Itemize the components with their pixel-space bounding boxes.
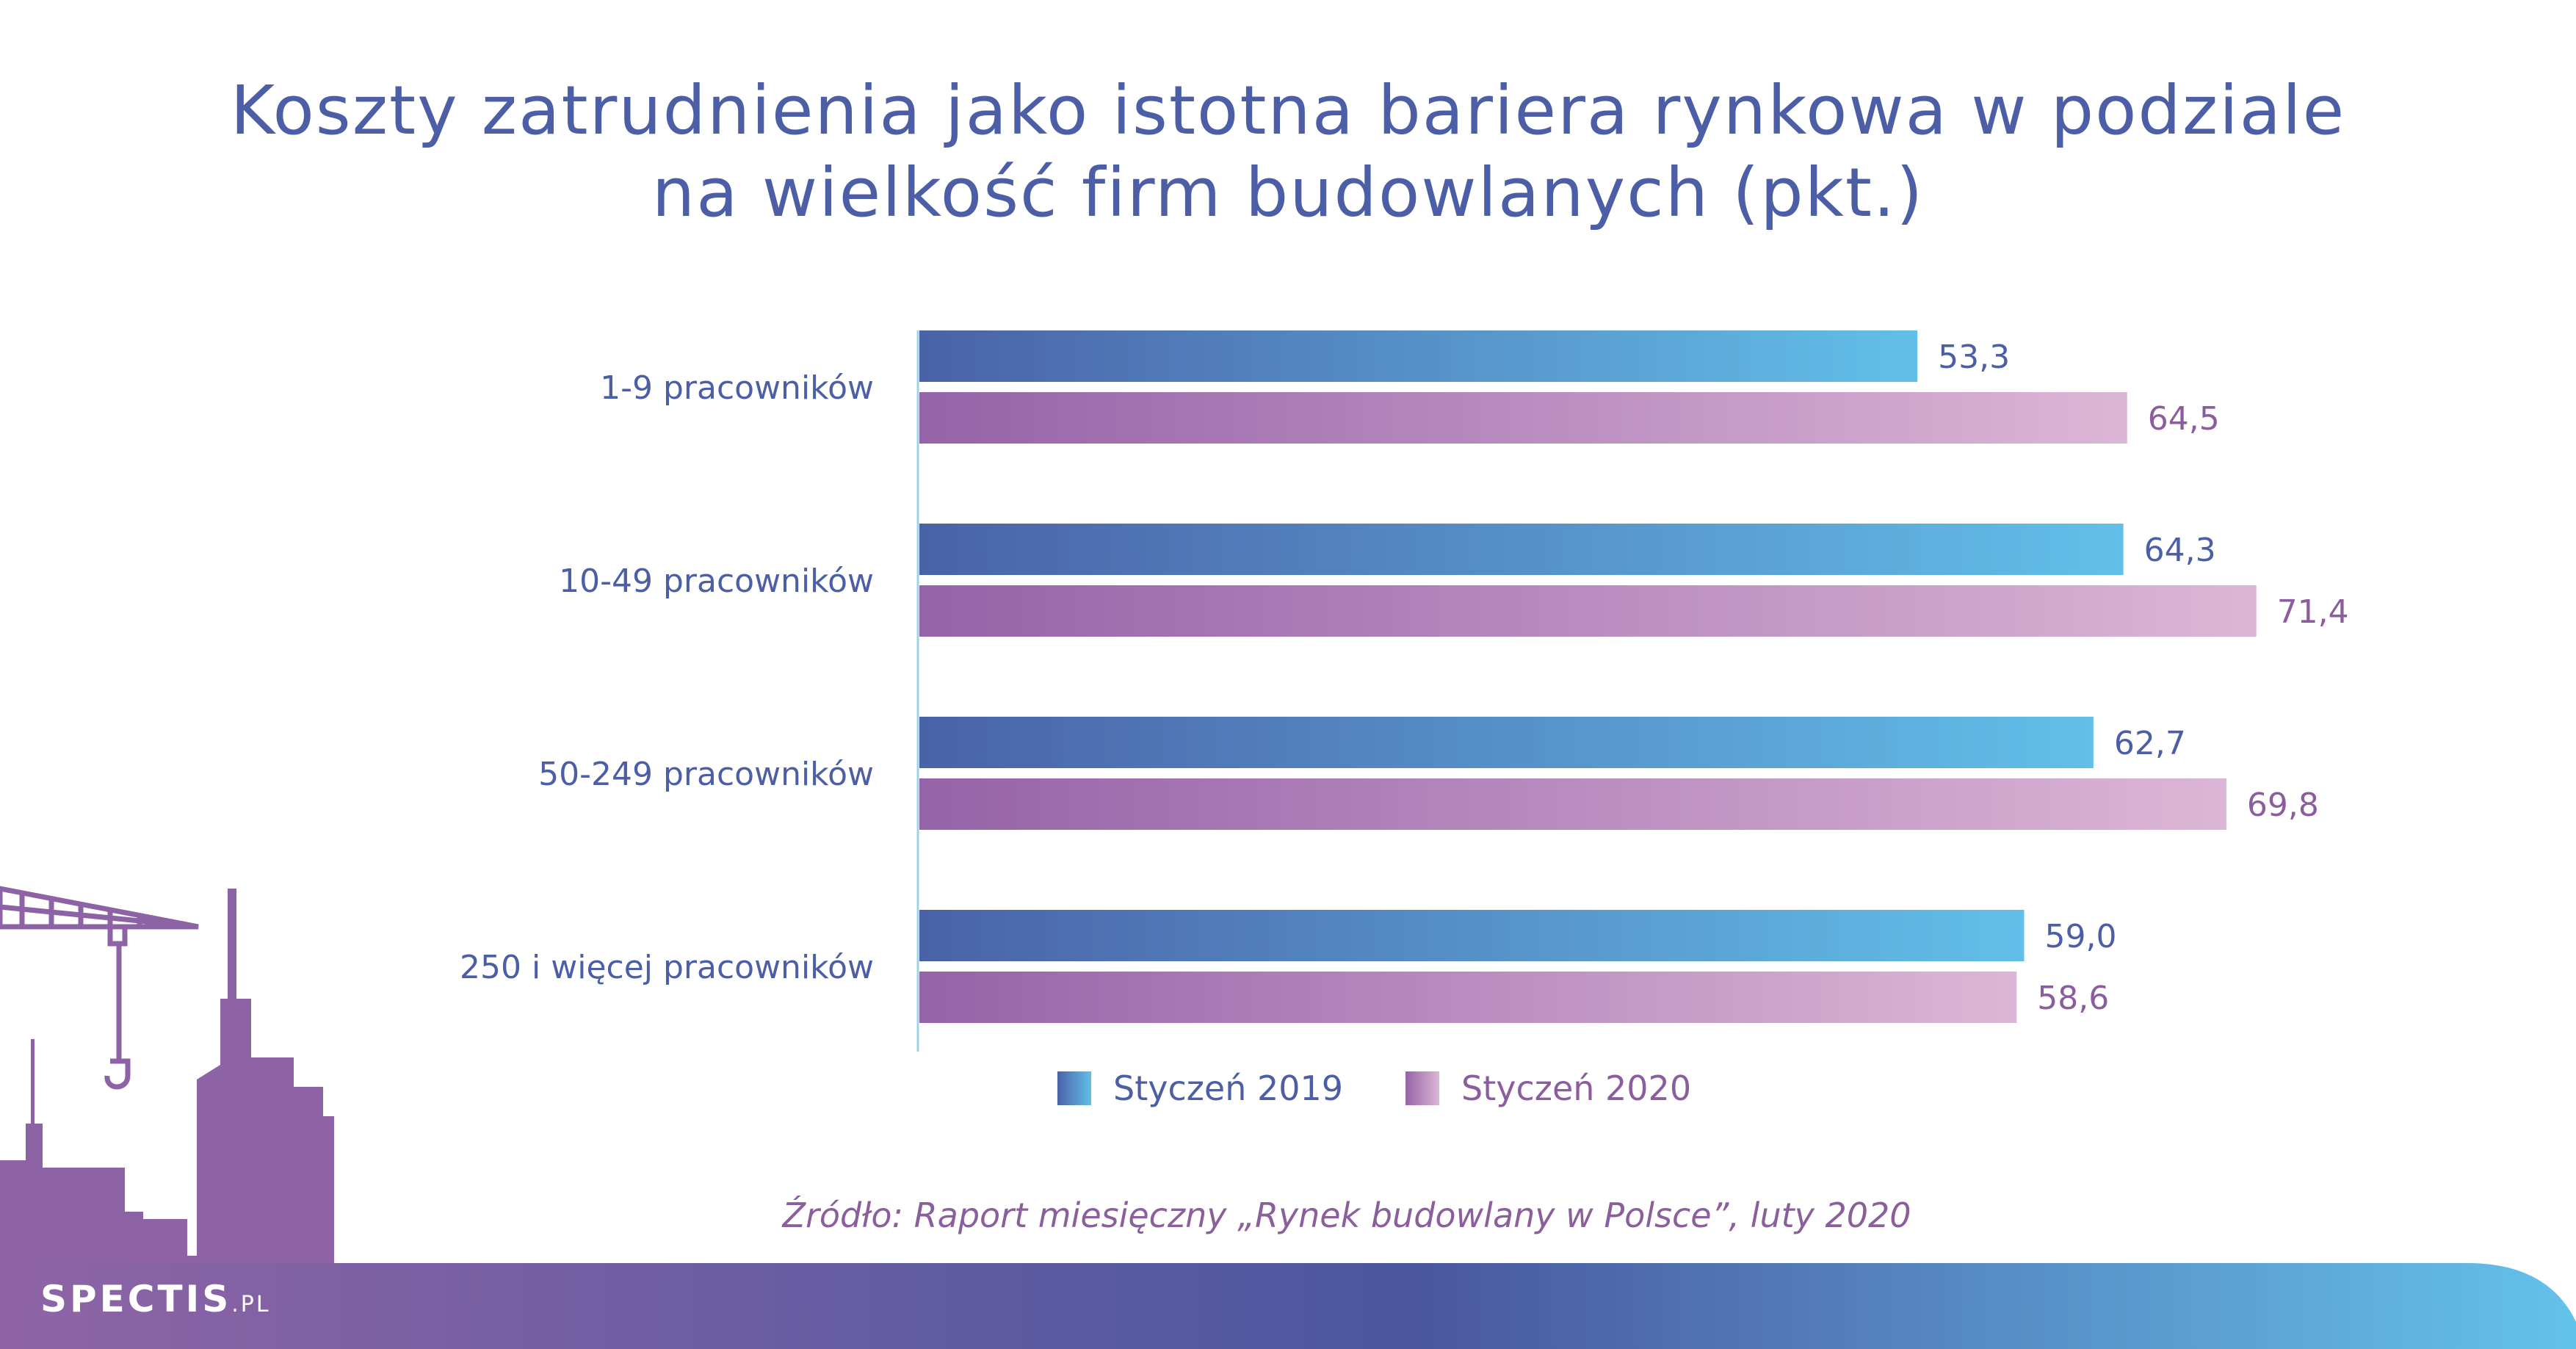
source-note: Źródło: Raport miesięczny „Rynek budowla… — [782, 1196, 1911, 1235]
category-label: 250 i więcej pracowników — [460, 949, 874, 986]
data-label: 62,7 — [2114, 725, 2186, 762]
legend-label-2019: Styczeń 2019 — [1113, 1068, 1344, 1108]
bar-2019 — [919, 524, 2124, 575]
category-label: 10-49 pracowników — [559, 563, 874, 600]
bar-2020 — [919, 778, 2226, 830]
bar-2020 — [919, 392, 2127, 444]
bar-2019 — [919, 910, 2025, 961]
bar-2020 — [919, 585, 2257, 637]
logo-text: SPECTIS — [40, 1278, 232, 1320]
data-label: 64,5 — [2148, 400, 2220, 438]
legend-swatch-2019 — [1057, 1071, 1091, 1105]
bar-2020 — [919, 972, 2017, 1023]
crane-icon — [0, 886, 199, 1090]
chart-title-line-1: Koszty zatrudnienia jako istotna bariera… — [230, 71, 2346, 150]
chart-title: Koszty zatrudnienia jako istotna bariera… — [0, 70, 2576, 234]
city-buildings — [0, 889, 400, 1349]
data-label: 71,4 — [2277, 593, 2349, 631]
data-label: 58,6 — [2037, 980, 2109, 1017]
footer-band — [0, 1263, 2576, 1349]
data-label: 64,3 — [2144, 532, 2216, 569]
bar-2019 — [919, 330, 1918, 382]
legend-item-2020: Styczeń 2020 — [1405, 1068, 1691, 1108]
data-label: 69,8 — [2247, 786, 2319, 824]
category-label: 1-9 pracowników — [600, 369, 874, 407]
spectis-logo: SPECTIS.PL — [40, 1278, 271, 1320]
legend-label-2020: Styczeń 2020 — [1461, 1068, 1692, 1108]
legend: Styczeń 2019 Styczeń 2020 — [1057, 1066, 1754, 1110]
bar-2019 — [919, 717, 2094, 768]
chart-title-line-2: na wielkość firm budowlanych (pkt.) — [651, 153, 1925, 232]
legend-item-2019: Styczeń 2019 — [1057, 1068, 1343, 1108]
data-label: 53,3 — [1938, 339, 2010, 376]
data-label: 59,0 — [2045, 918, 2117, 955]
legend-swatch-2020 — [1405, 1071, 1440, 1105]
logo-suffix: .PL — [231, 1292, 271, 1317]
category-label: 50-249 pracowników — [538, 756, 874, 793]
